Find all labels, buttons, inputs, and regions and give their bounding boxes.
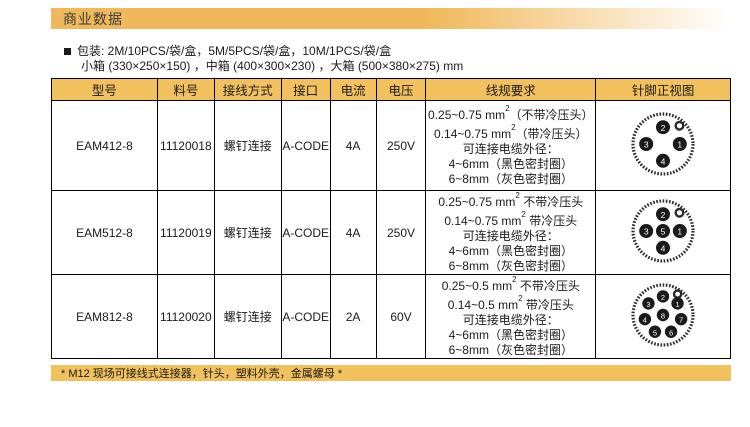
svg-text:3: 3 [644, 227, 649, 237]
svg-text:5: 5 [661, 227, 666, 237]
svg-text:1: 1 [677, 227, 682, 237]
svg-text:2: 2 [661, 210, 666, 220]
svg-text:3: 3 [646, 300, 650, 309]
svg-text:1: 1 [676, 300, 680, 309]
svg-text:5: 5 [653, 328, 657, 337]
svg-text:3: 3 [644, 140, 649, 150]
svg-text:2: 2 [661, 293, 665, 302]
svg-text:4: 4 [661, 243, 666, 253]
svg-text:6: 6 [669, 328, 673, 337]
svg-text:7: 7 [679, 316, 683, 325]
svg-text:4: 4 [661, 156, 666, 166]
svg-text:1: 1 [677, 140, 682, 150]
svg-text:2: 2 [661, 123, 666, 133]
svg-text:4: 4 [643, 316, 647, 325]
svg-text:8: 8 [661, 312, 665, 321]
